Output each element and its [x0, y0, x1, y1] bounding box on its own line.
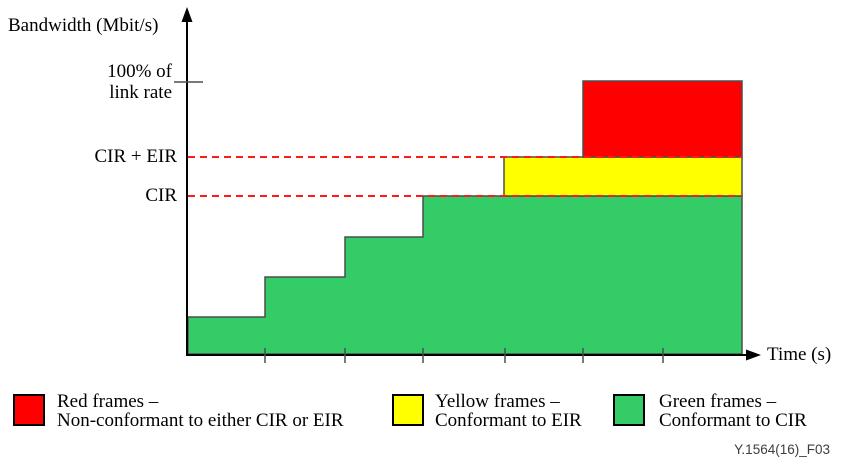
red-band: [582, 80, 743, 158]
link-rate-label-line1: 100% of: [107, 61, 172, 82]
legend-red-line2: Non-conformant to either CIR or EIR: [57, 410, 344, 431]
link-rate-label: 100% of link rate: [60, 61, 172, 103]
figure-code: Y.1564(16)_F03: [734, 442, 830, 457]
legend-green-line1: Green frames –: [659, 391, 777, 412]
y-axis-label: Bandwidth (Mbit/s): [8, 15, 159, 36]
x-axis-arrowhead-icon: [746, 349, 761, 361]
legend-red-line1: Red frames –: [57, 391, 159, 412]
legend-red-swatch: [13, 394, 45, 426]
legend-red-text: Red frames – Non-conformant to either CI…: [57, 392, 344, 430]
y-axis-arrowhead-icon: [181, 7, 193, 22]
legend-green-line2: Conformant to CIR: [659, 410, 807, 431]
legend-yellow-swatch: [392, 394, 424, 426]
green-staircase-area: [187, 195, 743, 355]
legend-green-text: Green frames – Conformant to CIR: [659, 392, 807, 430]
legend-yellow-text: Yellow frames – Conformant to EIR: [435, 392, 582, 430]
link-rate-label-line2: link rate: [109, 82, 172, 103]
yellow-band: [503, 156, 743, 197]
legend-yellow-line2: Conformant to EIR: [435, 410, 582, 431]
legend-yellow-line1: Yellow frames –: [435, 391, 560, 412]
x-axis-ticks: [264, 348, 664, 363]
x-axis-label: Time (s): [767, 344, 832, 365]
cir-label: CIR: [145, 185, 177, 206]
cir-eir-label: CIR + EIR: [94, 146, 178, 167]
legend-green-swatch: [613, 394, 645, 426]
